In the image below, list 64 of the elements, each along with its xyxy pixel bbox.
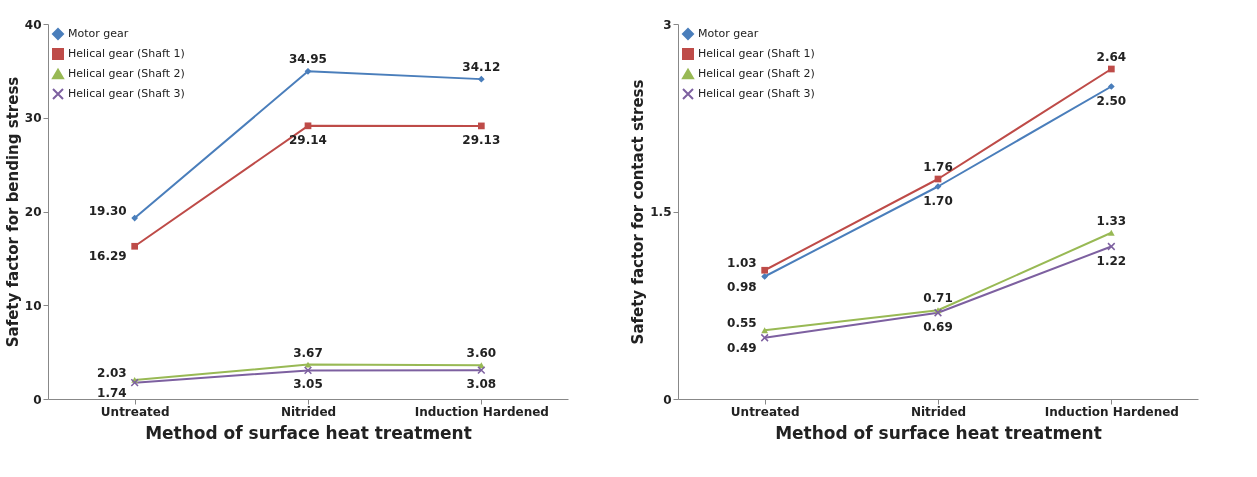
point — [477, 366, 486, 375]
data-label: 1.74 — [97, 385, 127, 400]
data-label: 3.05 — [293, 377, 323, 392]
data-label: 0.98 — [727, 279, 757, 294]
point — [1107, 229, 1115, 236]
y-tick-label: 0 — [33, 392, 42, 407]
x-tick-label: Induction Hardened — [1044, 404, 1179, 419]
data-label: 1.03 — [727, 256, 757, 271]
data-label: 1.76 — [923, 160, 953, 174]
y-axis-title: Safety factor for contact stress — [629, 79, 648, 345]
data-label: 29.13 — [462, 132, 501, 147]
data-label: 2.03 — [97, 365, 127, 380]
y-tick-label: 3 — [663, 17, 672, 32]
legend-label: Helical gear (Shaft 2) — [68, 67, 185, 80]
data-label: 19.30 — [88, 204, 127, 219]
data-label: 29.14 — [289, 132, 327, 147]
point — [1107, 65, 1115, 73]
point — [761, 327, 769, 334]
point — [477, 122, 485, 130]
data-label: 0.71 — [923, 291, 953, 306]
y-tick-label: 1.5 — [650, 205, 672, 219]
legend-label: Helical gear (Shaft 3) — [68, 87, 185, 100]
data-label: 1.22 — [1096, 253, 1127, 268]
point — [131, 242, 139, 250]
point — [1107, 242, 1116, 251]
legend-label: Helical gear (Shaft 1) — [68, 47, 185, 60]
point — [1107, 83, 1115, 90]
data-label: 2.50 — [1096, 93, 1127, 108]
legend-label: Motor gear — [698, 27, 759, 40]
data-label: 3.08 — [466, 377, 497, 392]
point — [130, 378, 139, 387]
x-tick-label: Nitrided — [910, 404, 967, 419]
legend-label: Motor gear — [68, 27, 129, 40]
data-label: 0.49 — [727, 340, 757, 355]
y-tick-label: 10 — [24, 298, 42, 313]
x-tick-label: Untreated — [730, 404, 800, 419]
data-label: 0.55 — [727, 316, 757, 331]
data-label: 1.70 — [923, 193, 953, 208]
data-label: 0.69 — [923, 319, 953, 334]
data-label: 34.12 — [462, 60, 501, 75]
y-axis-title: Safety factor for bending stress — [3, 76, 22, 348]
data-label: 16.29 — [88, 249, 127, 264]
x-axis-title: Method of surface heat treatment — [775, 422, 1102, 443]
x-tick-label: Induction Hardened — [414, 404, 549, 419]
y-tick-label: 20 — [24, 205, 42, 219]
point — [303, 366, 313, 375]
point — [760, 333, 769, 342]
data-label: 3.67 — [293, 345, 323, 360]
data-label: 1.33 — [1096, 213, 1127, 228]
x-tick-label: Untreated — [100, 404, 170, 419]
x-tick-label: Nitrided — [280, 404, 337, 419]
data-label: 2.64 — [1096, 50, 1127, 64]
legend-label: Helical gear (Shaft 3) — [698, 87, 815, 100]
legend-label: Helical gear (Shaft 1) — [698, 47, 815, 60]
data-label: 3.60 — [466, 346, 497, 361]
point — [304, 122, 312, 130]
x-axis-title: Method of surface heat treatment — [145, 422, 472, 443]
point — [761, 266, 769, 274]
legend-label: Helical gear (Shaft 2) — [698, 67, 815, 80]
y-tick-label: 40 — [24, 17, 42, 32]
y-tick-label: 30 — [24, 111, 42, 126]
point — [761, 273, 769, 280]
y-tick-label: 0 — [663, 392, 672, 407]
data-label: 34.95 — [289, 52, 327, 67]
